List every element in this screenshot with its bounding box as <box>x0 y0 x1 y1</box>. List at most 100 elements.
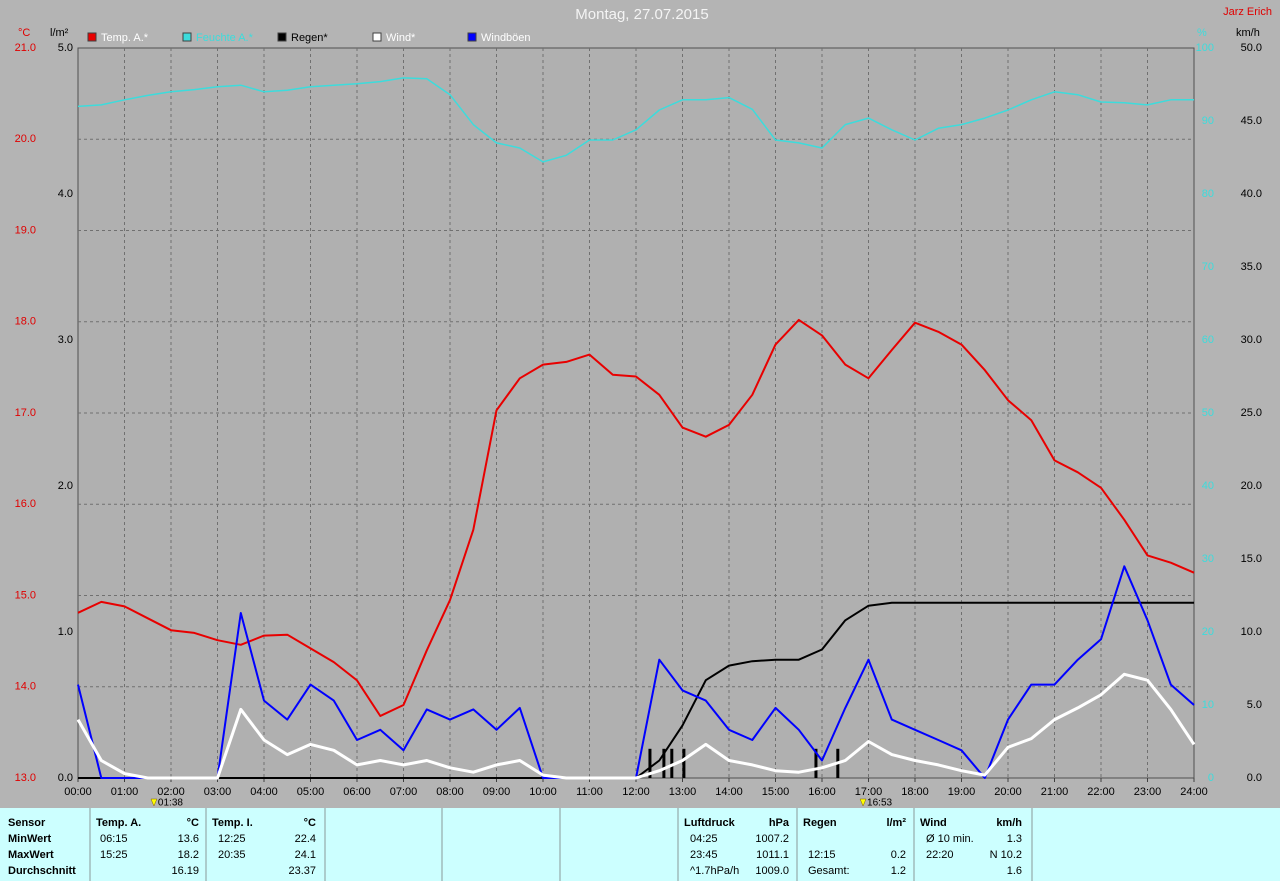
stats-time: Gesamt: <box>808 865 850 877</box>
y-tick-label: 35.0 <box>1241 261 1262 273</box>
stats-value: 1009.0 <box>755 865 789 877</box>
x-tick-label: 22:00 <box>1087 786 1115 798</box>
y-tick-label: 80 <box>1202 188 1214 200</box>
legend-label: Wind* <box>386 32 416 44</box>
y-tick-label: 60 <box>1202 334 1214 346</box>
stats-value: 18.2 <box>178 849 199 861</box>
y-tick-label: 14.0 <box>15 681 36 693</box>
x-tick-label: 08:00 <box>436 786 464 798</box>
x-tick-label: 03:00 <box>204 786 232 798</box>
x-tick-label: 02:00 <box>157 786 185 798</box>
y-tick-label: 20.0 <box>15 133 36 145</box>
x-tick-label: 06:00 <box>343 786 371 798</box>
y-tick-label: 45.0 <box>1241 115 1262 127</box>
y-tick-label: 0 <box>1208 772 1214 784</box>
x-tick-label: 00:00 <box>64 786 92 798</box>
y-tick-label: 16.0 <box>15 498 36 510</box>
legend-swatch <box>87 32 97 42</box>
legend-swatch <box>277 32 287 42</box>
stats-row-label: MinWert <box>8 833 52 845</box>
y-tick-label: 30.0 <box>1241 334 1262 346</box>
stats-time: Ø 10 min. <box>926 833 974 845</box>
stats-header: Sensor <box>8 817 46 829</box>
y-tick-label: 20.0 <box>1241 480 1262 492</box>
x-tick-label: 05:00 <box>297 786 325 798</box>
y-tick-label: 2.0 <box>58 480 73 492</box>
stats-unit: °C <box>187 817 199 829</box>
x-tick-label: 07:00 <box>390 786 418 798</box>
unit-label: °C <box>18 27 30 39</box>
sun-marker <box>859 798 867 807</box>
stats-time: 06:15 <box>100 833 128 845</box>
y-tick-label: 10.0 <box>1241 626 1262 638</box>
x-tick-label: 01:00 <box>111 786 139 798</box>
rain-bar <box>662 748 666 778</box>
stats-time: 15:25 <box>100 849 128 861</box>
author: Jarz Erich <box>1223 6 1272 18</box>
x-tick-label: 11:00 <box>576 786 603 798</box>
y-tick-label: 17.0 <box>15 407 36 419</box>
y-tick-label: 3.0 <box>58 334 73 346</box>
stats-value: 1.6 <box>1007 865 1022 877</box>
stats-time: 12:25 <box>218 833 246 845</box>
stats-time: 23:45 <box>690 849 718 861</box>
stats-header: Temp. I. <box>212 817 253 829</box>
y-tick-label: 4.0 <box>58 188 73 200</box>
rain-bar <box>682 748 686 778</box>
y-tick-label: 1.0 <box>58 626 73 638</box>
x-tick-label: 20:00 <box>994 786 1022 798</box>
series-line <box>77 77 1194 163</box>
unit-label: l/m² <box>50 27 69 39</box>
y-tick-label: 70 <box>1202 261 1214 273</box>
stats-value: 16.19 <box>171 865 199 877</box>
y-tick-label: 100 <box>1196 42 1214 54</box>
stats-value: 1.3 <box>1007 833 1022 845</box>
stats-unit: hPa <box>769 817 790 829</box>
x-tick-label: 04:00 <box>250 786 278 798</box>
x-tick-label: 14:00 <box>715 786 743 798</box>
y-tick-label: 50.0 <box>1241 42 1262 54</box>
stats-unit: km/h <box>996 817 1022 829</box>
stats-time: 22:20 <box>926 849 954 861</box>
sun-marker-label: 01:38 <box>158 798 183 809</box>
x-tick-label: 12:00 <box>622 786 650 798</box>
x-tick-label: 13:00 <box>669 786 697 798</box>
y-tick-label: 15.0 <box>15 589 36 601</box>
stats-time: ^1.7hPa/h <box>690 865 739 877</box>
stats-header: Luftdruck <box>684 817 736 829</box>
stats-unit: °C <box>304 817 316 829</box>
x-tick-label: 19:00 <box>948 786 976 798</box>
stats-unit: l/m² <box>886 817 906 829</box>
y-tick-label: 20 <box>1202 626 1214 638</box>
x-tick-label: 24:00 <box>1180 786 1208 798</box>
legend-swatch <box>467 32 477 42</box>
x-tick-label: 16:00 <box>808 786 836 798</box>
legend-label: Temp. A.* <box>101 32 149 44</box>
y-tick-label: 19.0 <box>15 224 36 236</box>
sun-marker <box>150 798 158 807</box>
y-tick-label: 5.0 <box>58 42 73 54</box>
stats-header: Regen <box>803 817 837 829</box>
y-tick-label: 0.0 <box>1247 772 1262 784</box>
stats-time: 20:35 <box>218 849 246 861</box>
stats-value: 13.6 <box>178 833 199 845</box>
y-tick-label: 0.0 <box>58 772 73 784</box>
stats-value: 23.37 <box>288 865 316 877</box>
stats-row-label: Durchschnitt <box>8 865 76 877</box>
y-tick-label: 25.0 <box>1241 407 1262 419</box>
legend-swatch <box>372 32 382 42</box>
rain-bar <box>814 748 818 778</box>
stats-header: Wind <box>920 817 947 829</box>
y-tick-label: 40 <box>1202 480 1214 492</box>
stats-row-label: MaxWert <box>8 849 54 861</box>
y-tick-label: 10 <box>1202 699 1214 711</box>
x-tick-label: 15:00 <box>762 786 790 798</box>
stats-value: 22.4 <box>295 833 316 845</box>
x-tick-label: 21:00 <box>1041 786 1069 798</box>
legend-label: Windböen <box>481 32 531 44</box>
y-tick-label: 90 <box>1202 115 1214 127</box>
legend-swatch <box>182 32 192 42</box>
stats-value: 24.1 <box>295 849 316 861</box>
y-tick-label: 50 <box>1202 407 1214 419</box>
